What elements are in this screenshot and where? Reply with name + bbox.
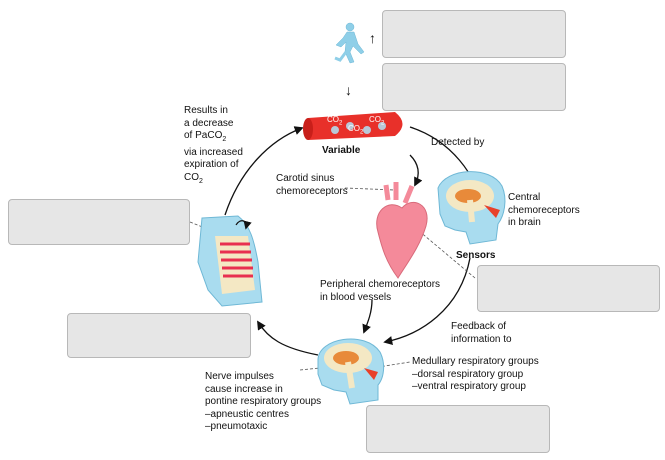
detected-by-label: Detected by	[431, 137, 485, 148]
results-label: Results in a decrease of PaCO2 via increa…	[184, 105, 243, 185]
co2-label-3: CO2	[369, 115, 385, 127]
runner-icon	[334, 22, 365, 64]
down-arrow-icon: ↓	[345, 82, 352, 98]
central-chemoreceptors-label: Central chemoreceptors in brain	[508, 192, 580, 228]
nerve-impulses-label: Nerve impulses cause increase in pontine…	[205, 371, 322, 432]
co2-label-2: CO2	[348, 124, 364, 136]
head-brain-icon	[437, 171, 506, 245]
variable-label: Variable	[322, 145, 361, 156]
answer-box[interactable]	[477, 265, 660, 312]
medulla-head-icon	[317, 338, 385, 405]
peripheral-chemoreceptors-label: Peripheral chemoreceptors in blood vesse…	[320, 279, 441, 303]
carotid-sinus-label: Carotid sinus chemoreceptors	[276, 173, 348, 197]
answer-box[interactable]	[67, 313, 251, 358]
answer-box[interactable]	[8, 199, 190, 245]
sensors-label: Sensors	[456, 250, 496, 261]
torso-lungs-icon	[197, 215, 263, 307]
answer-box[interactable]	[382, 63, 566, 111]
feedback-label: Feedback of information to	[451, 321, 512, 345]
medullary-groups-label: Medullary respiratory groups –dorsal res…	[412, 356, 539, 392]
co2-label-1: CO2	[327, 115, 343, 127]
heart-icon	[376, 182, 428, 279]
cycle-arrows	[224, 126, 486, 356]
up-arrow-icon: ↑	[369, 30, 376, 46]
answer-box[interactable]	[382, 10, 566, 58]
blood-vessel-icon	[303, 112, 403, 140]
answer-box[interactable]	[366, 405, 550, 453]
